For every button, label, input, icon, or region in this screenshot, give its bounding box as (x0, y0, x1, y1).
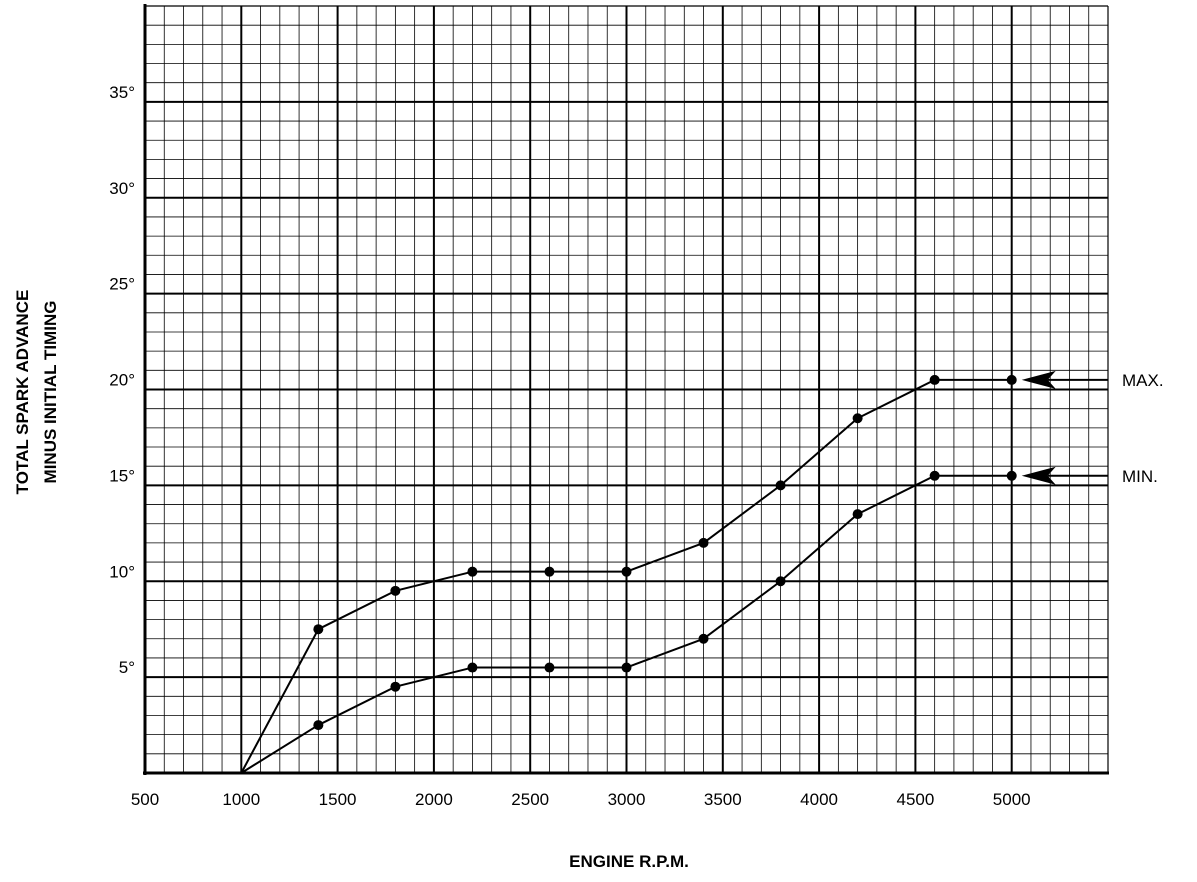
data-point-min (1006, 470, 1017, 481)
data-point-min (775, 576, 786, 587)
data-point-min (467, 662, 478, 673)
data-point-min (929, 470, 940, 481)
data-point-min (313, 720, 324, 731)
data-point-max (775, 480, 786, 491)
data-point-max (467, 566, 478, 577)
y-tick-label: 25° (109, 275, 135, 294)
data-point-max (929, 374, 940, 385)
arrow-head-max (1021, 370, 1056, 389)
x-tick-label: 2500 (511, 790, 549, 809)
y-tick-label: 20° (109, 371, 135, 390)
y-tick-labels: 5° 10° 15° 20° 25° 30° 35° (109, 83, 135, 677)
data-point-max (1006, 374, 1017, 385)
data-point-min (621, 662, 632, 673)
data-point-min (390, 681, 401, 692)
x-tick-label: 4500 (896, 790, 934, 809)
x-tick-labels: 500 1000 1500 2000 2500 3000 3500 4000 4500 5000 (131, 790, 1031, 809)
data-point-max (544, 566, 555, 577)
series-annotations: MAX. MIN. (1021, 370, 1164, 486)
y-tick-label: 10° (109, 562, 135, 581)
data-point-min (544, 662, 555, 673)
y-tick-label: 30° (109, 179, 135, 198)
y-tick-label: 15° (109, 466, 135, 485)
y-axis-title-line-1: TOTAL SPARK ADVANCE (13, 290, 32, 495)
axes (143, 4, 1109, 775)
x-tick-label: 2000 (415, 790, 453, 809)
data-point-max (313, 624, 324, 635)
series-group (240, 374, 1017, 774)
y-axis-title-line-2: MINUS INITIAL TIMING (41, 301, 60, 484)
data-point-max (852, 413, 863, 424)
series-label-min: MIN. (1122, 467, 1158, 486)
x-tick-label: 5000 (993, 790, 1031, 809)
data-point-max (698, 537, 709, 548)
x-tick-label: 4000 (800, 790, 838, 809)
x-tick-label: 1000 (222, 790, 260, 809)
series-label-max: MAX. (1122, 371, 1164, 390)
x-tick-label: 1500 (319, 790, 357, 809)
y-axis-title: TOTAL SPARK ADVANCE MINUS INITIAL TIMING (13, 290, 60, 495)
data-point-min (698, 633, 709, 644)
data-point-max (390, 585, 401, 596)
x-tick-label: 500 (131, 790, 159, 809)
x-axis-title: ENGINE R.P.M. (569, 852, 689, 871)
x-tick-label: 3000 (608, 790, 646, 809)
y-tick-label: 35° (109, 83, 135, 102)
y-tick-label: 5° (119, 658, 135, 677)
x-tick-label: 3500 (704, 790, 742, 809)
data-point-min (852, 509, 863, 520)
arrow-head-min (1021, 466, 1056, 485)
data-point-max (621, 566, 632, 577)
